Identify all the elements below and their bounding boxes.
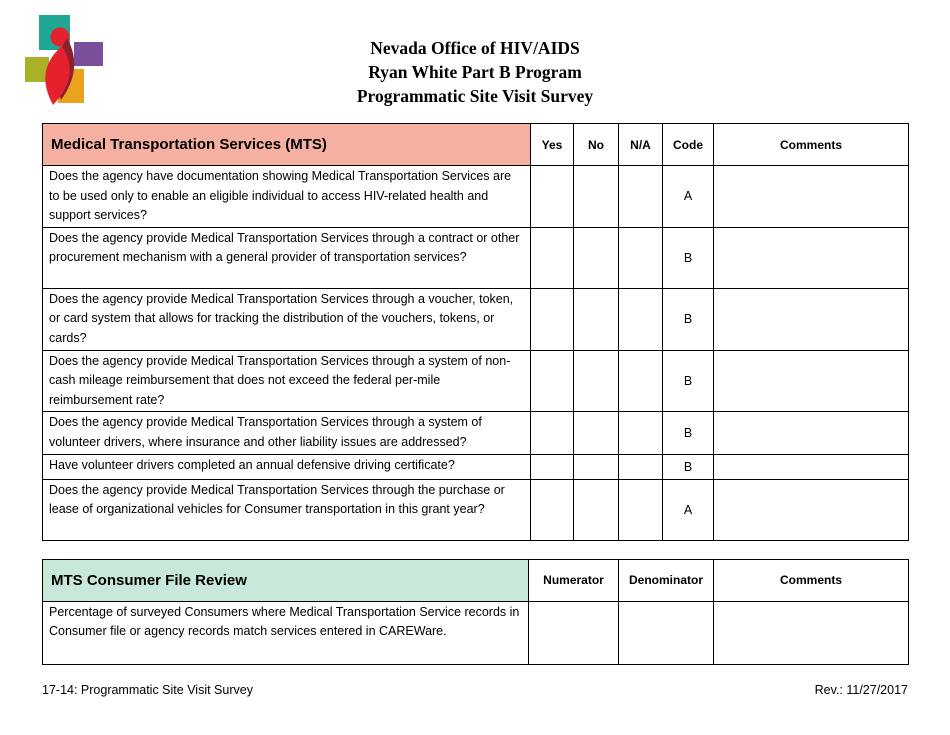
footer-revision-date: Rev.: 11/27/2017 [814, 682, 908, 697]
comments-cell[interactable] [713, 478, 909, 541]
code-cell: A [662, 165, 714, 228]
agency-logo-icon [25, 15, 103, 105]
mts-section-title: Medical Transportation Services (MTS) [42, 123, 531, 166]
column-header-review-comments: Comments [713, 558, 909, 602]
question-text: Does the agency provide Medical Transpor… [42, 411, 531, 455]
numerator-cell[interactable] [528, 600, 619, 665]
column-header-no: No [573, 123, 619, 166]
na-cell[interactable] [618, 165, 663, 228]
na-cell[interactable] [618, 411, 663, 455]
comments-cell[interactable] [713, 349, 909, 413]
question-text: Does the agency provide Medical Transpor… [42, 287, 531, 351]
yes-cell[interactable] [530, 287, 574, 351]
table-row: Does the agency provide Medical Transpor… [42, 411, 909, 455]
table-row: Have volunteer drivers completed an annu… [42, 453, 909, 480]
table-row: Does the agency have documentation showi… [42, 165, 909, 228]
question-text: Have volunteer drivers completed an annu… [42, 453, 531, 480]
title-line-1: Nevada Office of HIV/AIDS [370, 38, 580, 58]
no-cell[interactable] [573, 287, 619, 351]
no-cell[interactable] [573, 453, 619, 480]
code-cell: B [662, 411, 714, 455]
no-cell[interactable] [573, 165, 619, 228]
na-cell[interactable] [618, 349, 663, 413]
table-row: Percentage of surveyed Consumers where M… [42, 600, 909, 665]
review-header-row: MTS Consumer File Review Numerator Denom… [42, 558, 909, 602]
footer-form-number: 17-14: Programmatic Site Visit Survey [42, 682, 253, 697]
yes-cell[interactable] [530, 226, 574, 289]
column-header-comments: Comments [713, 123, 909, 166]
no-cell[interactable] [573, 226, 619, 289]
na-cell[interactable] [618, 226, 663, 289]
code-cell: A [662, 478, 714, 541]
comments-cell[interactable] [713, 165, 909, 228]
column-header-numerator: Numerator [528, 558, 619, 602]
comments-cell[interactable] [713, 411, 909, 455]
agency-logo [20, 10, 110, 110]
logo-olive-block [25, 57, 49, 82]
question-text: Does the agency have documentation showi… [42, 165, 531, 228]
no-cell[interactable] [573, 411, 619, 455]
denominator-cell[interactable] [618, 600, 714, 665]
yes-cell[interactable] [530, 165, 574, 228]
document-footer: 17-14: Programmatic Site Visit Survey Re… [42, 683, 908, 697]
yes-cell[interactable] [530, 411, 574, 455]
document-body: Medical Transportation Services (MTS) Ye… [42, 123, 909, 665]
comments-cell[interactable] [713, 453, 909, 480]
no-cell[interactable] [573, 349, 619, 413]
code-cell: B [662, 349, 714, 413]
code-cell: B [662, 226, 714, 289]
column-header-na: N/A [618, 123, 663, 166]
file-review-table: MTS Consumer File Review Numerator Denom… [42, 558, 909, 665]
na-cell[interactable] [618, 287, 663, 351]
code-cell: B [662, 287, 714, 351]
table-row: Does the agency provide Medical Transpor… [42, 226, 909, 289]
yes-cell[interactable] [530, 453, 574, 480]
table-row: Does the agency provide Medical Transpor… [42, 287, 909, 351]
column-header-yes: Yes [530, 123, 574, 166]
table-row: Does the agency provide Medical Transpor… [42, 349, 909, 413]
comments-cell[interactable] [713, 287, 909, 351]
mts-table: Medical Transportation Services (MTS) Ye… [42, 123, 909, 541]
no-cell[interactable] [573, 478, 619, 541]
na-cell[interactable] [618, 453, 663, 480]
logo-red-dot [50, 27, 70, 47]
title-line-3: Programmatic Site Visit Survey [356, 86, 594, 106]
review-section-title: MTS Consumer File Review [42, 558, 529, 602]
logo-purple-block [74, 42, 103, 66]
mts-header-row: Medical Transportation Services (MTS) Ye… [42, 123, 909, 166]
question-text: Does the agency provide Medical Transpor… [42, 478, 531, 541]
document-header: Nevada Office of HIV/AIDS Ryan White Par… [0, 0, 950, 108]
question-text: Does the agency provide Medical Transpor… [42, 349, 531, 413]
comments-cell[interactable] [713, 226, 909, 289]
column-header-denominator: Denominator [618, 558, 714, 602]
logo-red-leaf [45, 46, 70, 105]
code-cell: B [662, 453, 714, 480]
yes-cell[interactable] [530, 349, 574, 413]
question-text: Does the agency provide Medical Transpor… [42, 226, 531, 289]
comments-cell[interactable] [713, 600, 909, 665]
question-text: Percentage of surveyed Consumers where M… [42, 600, 529, 665]
na-cell[interactable] [618, 478, 663, 541]
title-line-2: Ryan White Part B Program [368, 62, 582, 82]
yes-cell[interactable] [530, 478, 574, 541]
table-row: Does the agency provide Medical Transpor… [42, 478, 909, 541]
column-header-code: Code [662, 123, 714, 166]
